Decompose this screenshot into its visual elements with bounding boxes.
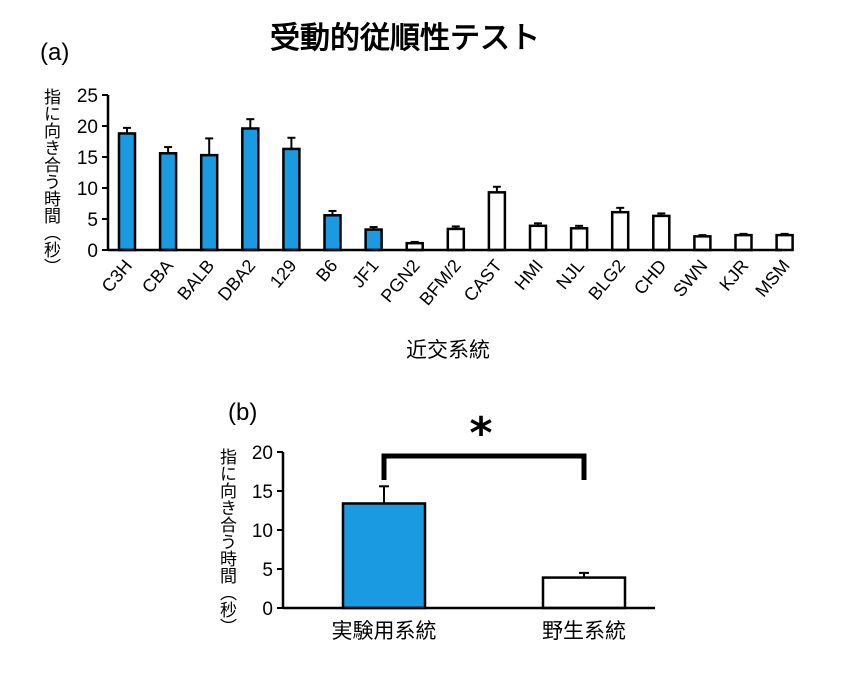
- y-tick-label: 20: [77, 117, 98, 138]
- bars-b: [341, 485, 627, 610]
- bar: [158, 152, 178, 252]
- category-label: 野生系統: [542, 619, 626, 643]
- bar: [323, 214, 342, 252]
- category-label: 実験用系統: [332, 619, 437, 643]
- bars-a: [117, 118, 794, 252]
- category-label: HMI: [511, 256, 548, 294]
- category-label: CAST: [460, 256, 506, 306]
- y-tick-label: 20: [252, 443, 273, 464]
- bar: [282, 147, 301, 252]
- bar: [117, 132, 137, 252]
- bar: [364, 228, 383, 252]
- category-label: 129: [266, 256, 301, 292]
- category-labels-b: 実験用系統 野生系統: [332, 619, 627, 643]
- y-tick-label: 25: [77, 86, 98, 107]
- y-tick-label: 5: [262, 560, 273, 581]
- y-tick-label: 5: [87, 210, 98, 231]
- significance-bracket: [381, 453, 587, 480]
- bar: [241, 127, 260, 252]
- y-tick-label: 15: [252, 482, 273, 503]
- y-ticks-a: 0 5 10 15 20 25: [77, 86, 108, 262]
- y-tick-label: 10: [77, 179, 98, 200]
- category-label: DBA2: [214, 256, 260, 305]
- y-tick-label: 0: [262, 599, 273, 620]
- bar: [775, 233, 794, 252]
- bar: [199, 153, 219, 252]
- y-ticks-b: 0 5 10 15 20: [252, 443, 283, 620]
- bar: [610, 210, 630, 252]
- category-label: CHD: [630, 256, 670, 299]
- bar: [528, 224, 548, 252]
- chart-a: (a) 指に向き合う時間（秒） 0 5 10 15 20 25 C3H CBABALBDBA…: [40, 39, 794, 362]
- category-label: CBA: [138, 256, 177, 297]
- significance-marker: *: [469, 408, 492, 459]
- bar: [693, 235, 712, 252]
- y-axis-label-b: 指に向き合う時間（秒）: [216, 448, 237, 635]
- bar: [569, 227, 589, 252]
- category-label: NJL: [552, 256, 588, 293]
- category-label: BALB: [173, 256, 218, 304]
- y-tick-label: 10: [252, 521, 273, 542]
- category-label: C3H: [98, 256, 136, 296]
- category-label: BFM/2: [415, 256, 464, 309]
- figure-title: 受動的従順性テスト: [270, 21, 540, 56]
- category-label: JF1: [348, 256, 383, 292]
- bar: [652, 214, 671, 252]
- y-tick-label: 0: [87, 241, 98, 262]
- bar: [341, 502, 427, 610]
- y-tick-label: 15: [77, 148, 98, 169]
- panel-label-a: (a): [40, 39, 69, 66]
- bar: [446, 227, 466, 252]
- chart-b: (b) 指に向き合う時間（秒） 0 5 10 15 20 実験用系統 野生系統 *: [216, 399, 655, 643]
- bar: [487, 191, 507, 252]
- category-label: MSM: [751, 256, 793, 301]
- bar: [734, 233, 753, 252]
- category-label: BLG2: [584, 256, 629, 304]
- bar: [541, 576, 627, 610]
- category-label: B6: [312, 256, 341, 286]
- panel-label-b: (b): [228, 399, 257, 426]
- x-axis-label-a: 近交系統: [406, 338, 490, 362]
- category-label: SWN: [669, 256, 711, 301]
- y-axis-label-a: 指に向き合う時間（秒）: [40, 88, 61, 275]
- category-label: KJR: [715, 256, 752, 295]
